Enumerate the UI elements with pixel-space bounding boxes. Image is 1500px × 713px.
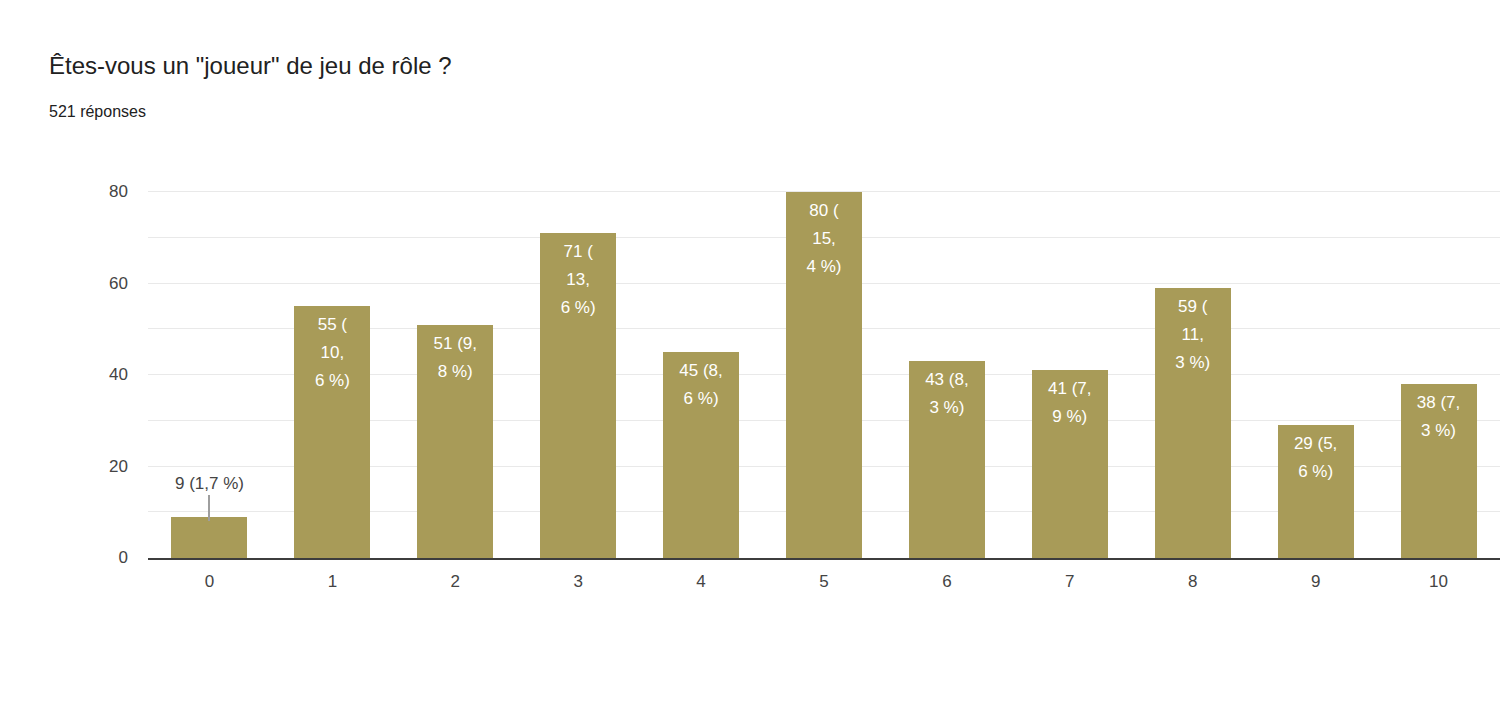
bar-value-label-4: 45 (8,6 %) [653,357,749,413]
x-axis-label-0: 0 [148,572,271,592]
bar-value-label-10: 38 (7,3 %) [1391,389,1487,445]
bar-6: 43 (8,3 %) [909,361,985,558]
bar-2: 51 (9,8 %) [417,325,493,558]
y-axis-label-0: 0 [119,548,128,568]
x-axis-label-1: 1 [271,572,394,592]
bar-4: 45 (8,6 %) [663,352,739,558]
bar-5: 80 (15,4 %) [786,192,862,558]
y-axis-label-20: 20 [109,457,128,477]
bar-10: 38 (7,3 %) [1401,384,1477,558]
x-axis-label-10: 10 [1377,572,1500,592]
bar-value-label-6: 43 (8,3 %) [899,366,995,422]
question-title: Êtes-vous un "joueur" de jeu de rôle ? [49,52,452,80]
x-axis-label-3: 3 [517,572,640,592]
bar-value-label-3: 71 (13,6 %) [530,238,626,322]
forms-response-chart: Êtes-vous un "joueur" de jeu de rôle ? 5… [0,0,1500,713]
bar-value-label-2: 51 (9,8 %) [407,330,503,386]
bar-value-label-8: 59 (11,3 %) [1145,293,1241,377]
bar-value-label-7: 41 (7,9 %) [1022,375,1118,431]
bar-8: 59 (11,3 %) [1155,288,1231,558]
x-axis-label-2: 2 [394,572,517,592]
x-axis-label-7: 7 [1008,572,1131,592]
y-axis-label-40: 40 [109,365,128,385]
x-axis-labels: 012345678910 [148,572,1500,592]
x-axis-label-5: 5 [763,572,886,592]
bar-value-label-5: 80 (15,4 %) [776,197,872,281]
bar-0 [171,517,247,558]
bar-3: 71 (13,6 %) [540,233,616,558]
response-count: 521 réponses [49,103,146,121]
x-axis-line [148,558,1500,560]
bar-7: 41 (7,9 %) [1032,370,1108,558]
x-axis-label-9: 9 [1254,572,1377,592]
y-axis-label-80: 80 [109,182,128,202]
bar-value-label-0: 9 (1,7 %) [175,473,244,495]
bar-value-label-9: 29 (5,6 %) [1268,430,1364,486]
bar-1: 55 (10,6 %) [294,306,370,558]
plot-area: 9 (1,7 %) 55 (10,6 %) 51 (9,8 %) 71 (13,6 %… [148,192,1500,558]
x-axis-label-6: 6 [885,572,1008,592]
x-axis-label-4: 4 [640,572,763,592]
bar-value-label-1: 55 (10,6 %) [284,311,380,395]
x-axis-label-8: 8 [1131,572,1254,592]
y-axis-label-60: 60 [109,274,128,294]
y-axis-labels: 020406080 [0,192,128,558]
annotation-stem-0 [208,495,210,521]
bar-9: 29 (5,6 %) [1278,425,1354,558]
